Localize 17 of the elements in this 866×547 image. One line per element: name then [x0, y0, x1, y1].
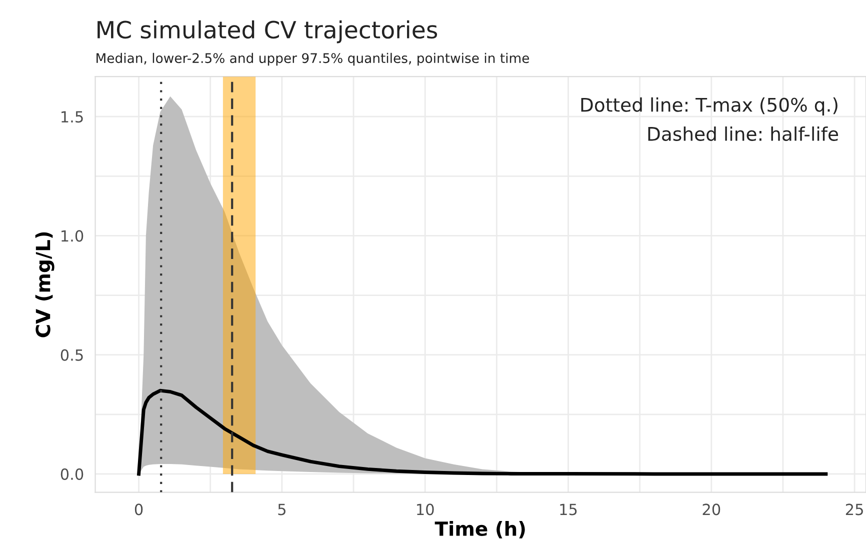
y-axis-title: CV (mg/L) [35, 232, 54, 338]
y-tick-label: 0.5 [60, 349, 83, 361]
line-series [137, 388, 828, 476]
chart-title: MC simulated CV trajectories [98, 20, 438, 44]
chart-subtitle: Median, lower-2.5% and upper 97.5% quantiles, pointwise in time [96, 52, 530, 66]
x-tick-label: 0 [134, 504, 143, 516]
y-tick-label: 1.0 [62, 230, 84, 242]
x-tick-label: 10 [417, 504, 434, 516]
x-tick-label: 5 [278, 504, 286, 516]
x-tick-label: 25 [846, 504, 863, 516]
y-tick-label: 0.0 [60, 468, 84, 480]
x-tick-label: 15 [560, 504, 577, 516]
y-tick-label: 1.5 [62, 111, 83, 123]
annotation: Dashed line: half-life [648, 126, 838, 141]
annotation: Dotted line: T-max (50% q.) [581, 97, 838, 116]
x-axis-title: Time (h) [434, 520, 525, 538]
x-tick-label: 20 [702, 504, 720, 516]
